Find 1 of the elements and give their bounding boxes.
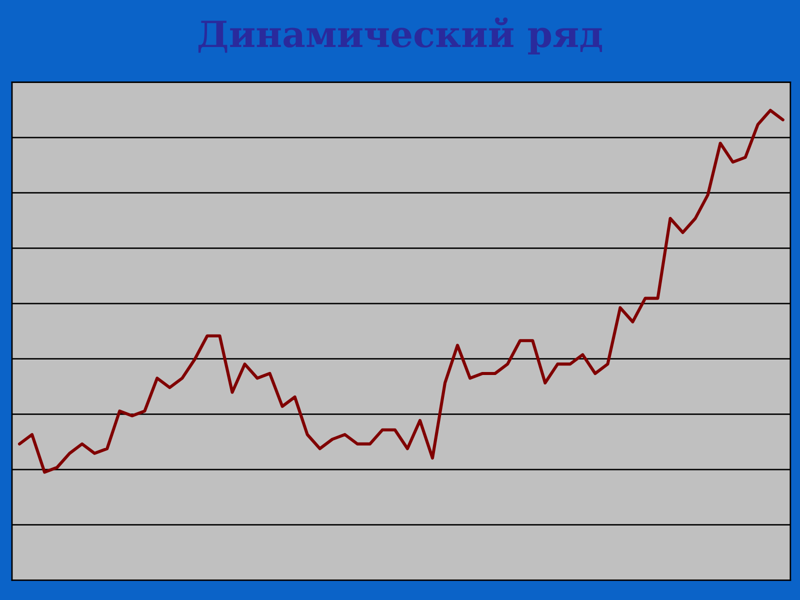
chart-title: Динамический ряд [198,17,602,55]
